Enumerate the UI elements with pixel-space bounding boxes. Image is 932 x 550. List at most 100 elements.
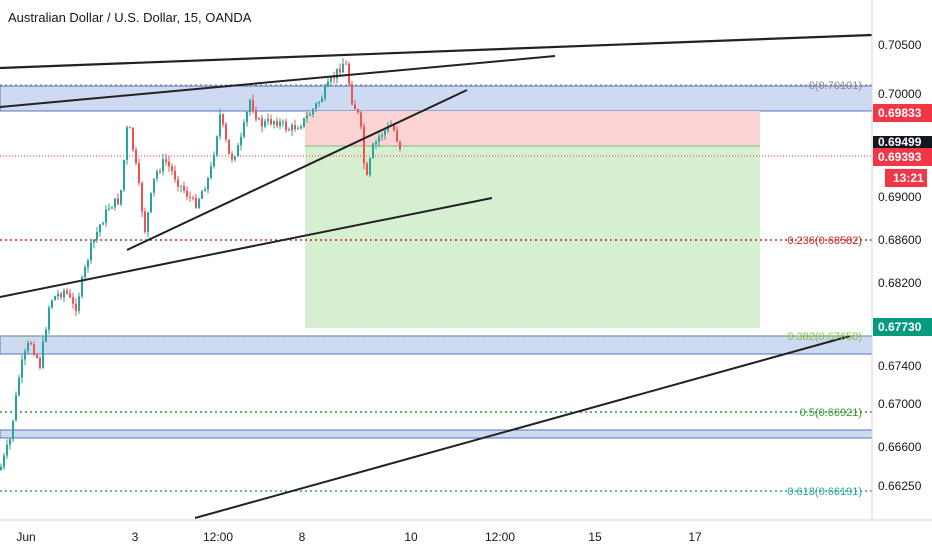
candle-body [90,242,92,261]
candle-body [162,159,164,172]
candle-body [120,189,122,205]
candle-body [174,170,176,180]
candle-body [243,122,245,137]
candle-body [69,293,71,298]
candle-body [204,189,206,192]
candle-body [360,112,362,127]
candle-body [15,395,17,421]
candle-body [372,144,374,159]
candle-body [102,222,104,225]
candle-body [381,135,383,137]
candle-body [210,166,212,178]
candle-body [39,357,41,368]
candle-body [369,158,371,176]
candle-body [159,171,161,173]
candle-body [129,127,131,129]
candle-body [264,121,266,127]
price-badge-current-label: 0.69393 [878,150,922,164]
price-badge-entry [873,136,932,149]
candle-body [312,108,314,115]
time-axis[interactable]: Jun 3 12:00 8 10 12:00 15 17 [16,530,702,544]
candle-body [384,130,386,136]
price-tick: 0.66250 [878,479,922,493]
time-tick: 10 [404,530,418,544]
candle-body [111,207,113,209]
price-badge-target [873,318,932,336]
price-badge-stop [873,104,932,122]
candle-body [87,260,89,268]
stop-loss-zone[interactable] [305,111,760,146]
candle-body [6,444,8,456]
candle-body [393,125,395,131]
candle-body [9,439,11,445]
candle-body [318,102,320,104]
candle-body [291,125,293,131]
price-tick: 0.67000 [878,397,922,411]
candle-body [177,179,179,187]
candle-body [249,99,251,112]
candle-body [138,163,140,184]
candle-body [108,208,110,210]
chart-title: Australian Dollar / U.S. Dollar, 15, OAN… [8,10,252,25]
time-tick: 17 [688,530,702,544]
candle-body [141,183,143,212]
candle-body [12,420,14,440]
candle-body [354,104,356,110]
candle-body [123,159,125,190]
candle-body [222,114,224,125]
candle-body [276,121,278,126]
candle-body [252,99,254,112]
candle-body [297,128,299,130]
trendline-lower-support[interactable] [194,335,851,519]
trendline-top-channel[interactable] [0,33,873,70]
fib-label-5: 0.5(0.66921) [800,407,862,419]
candle-body [321,98,323,103]
candle-body [84,267,86,278]
candle-body [66,290,68,294]
candle-body [153,178,155,193]
candle-body [195,197,197,208]
trendline-mid-support[interactable] [0,197,493,298]
support-zone-lower [0,429,873,439]
price-tick: 0.68600 [878,233,922,247]
candle-body [51,300,53,308]
candle-body [33,344,35,355]
price-tick: 0.66600 [878,440,922,454]
candle-body [150,192,152,213]
trendline-rising-support[interactable] [126,89,468,251]
candle-body [78,296,80,311]
candle-body [54,296,56,301]
candle-body [366,163,368,176]
candle-body [105,209,107,223]
candle-body [36,354,38,358]
candle-body [378,136,380,142]
price-badge-current [873,148,932,166]
candle-body [357,109,359,113]
candle-body [219,114,221,137]
candle-body [81,277,83,297]
candle-body [282,121,284,123]
candle-body [399,141,401,149]
price-axis[interactable]: 0.70500 0.70000 0.69000 0.68600 0.68200 … [878,38,922,493]
take-profit-zone[interactable] [305,146,760,328]
candle-body [156,171,158,179]
candle-body [237,145,239,157]
candle-body [306,115,308,119]
candle-body [30,342,32,345]
candle-body [0,466,2,470]
trendline-upper-wedge[interactable] [0,55,556,108]
candle-body [60,293,62,298]
candle-body [339,68,341,73]
candle-body [72,297,74,304]
candle-body [324,86,326,99]
candle-body [336,68,338,79]
candle-body [225,124,227,140]
candle-body [144,211,146,233]
countdown-badge-label: 13:21 [893,171,924,185]
candle-body [345,63,347,65]
candle-body [18,377,20,396]
price-tick: 0.69000 [878,190,922,204]
candle-body [363,126,365,164]
